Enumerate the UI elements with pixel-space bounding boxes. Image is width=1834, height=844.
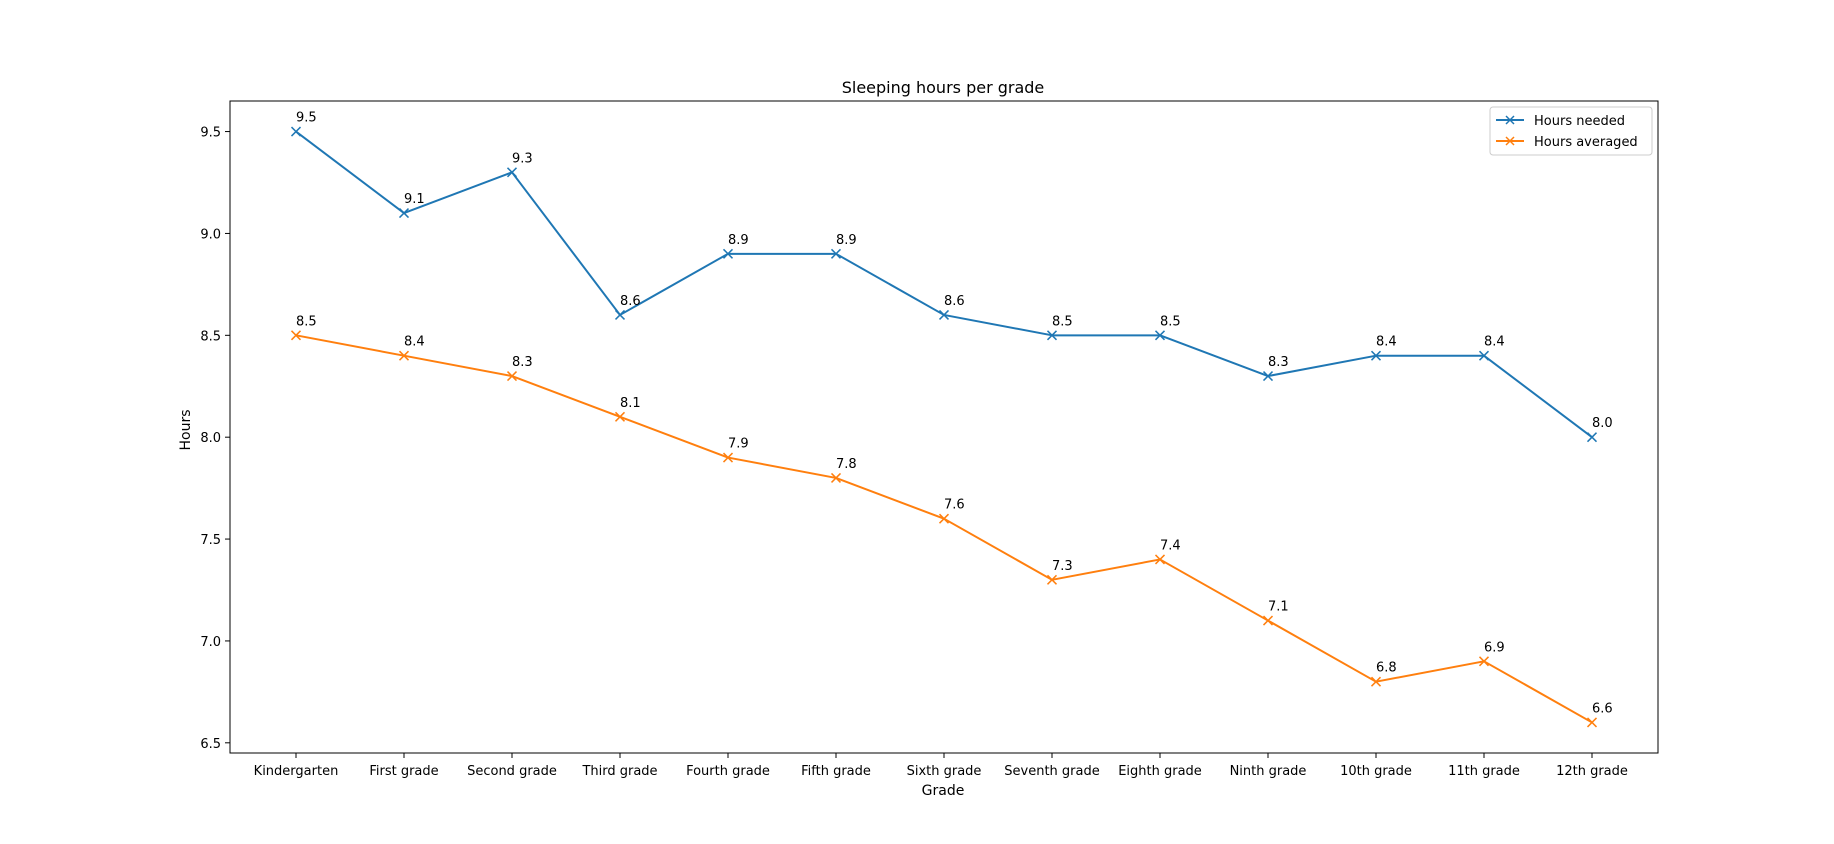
series-line (295, 130, 1593, 438)
data-label: 6.8 (1376, 661, 1397, 676)
y-tick-label: 9.0 (200, 227, 221, 242)
data-point-marker (398, 208, 410, 219)
data-point-marker (1586, 432, 1598, 443)
x-tick-label: Second grade (467, 764, 557, 779)
data-point-marker (614, 309, 626, 320)
data-label: 8.4 (1376, 335, 1397, 350)
data-label: 8.0 (1592, 416, 1613, 431)
data-label: 7.4 (1160, 538, 1181, 553)
series-1: 9.5 9.1 9.3 8.6 8.9 8.9 8.6 8.5 8.5 8.3 8.4 8.4 8.0 (290, 111, 1613, 443)
series-2: 8.5 8.4 8.3 8.1 7.9 7.8 7.6 7.3 7.4 7.1 6.8 6.9 6.6 (290, 314, 1613, 728)
y-axis-label: Hours (178, 409, 194, 450)
x-tick-label: First grade (369, 764, 438, 779)
data-point-marker (1478, 656, 1490, 667)
x-axis: Kindergarten First grade Second grade Third… (254, 753, 1628, 779)
x-tick-label: Ninth grade (1230, 764, 1307, 779)
data-point-marker (938, 513, 950, 524)
y-tick-label: 7.5 (200, 533, 221, 548)
data-point-marker (290, 330, 302, 341)
data-point-marker (506, 167, 518, 178)
legend-label: Hours averaged (1534, 135, 1638, 150)
data-label: 8.6 (944, 294, 965, 309)
legend: Hours needed Hours averaged (1489, 106, 1653, 156)
data-point-marker (1046, 574, 1058, 585)
x-tick-label: Fifth grade (801, 764, 871, 779)
legend-label: Hours needed (1534, 114, 1625, 129)
series-line (295, 334, 1593, 724)
y-tick-label: 6.5 (200, 737, 221, 752)
data-label: 9.5 (296, 111, 317, 126)
data-label: 7.1 (1268, 600, 1289, 615)
data-point-marker (1154, 330, 1166, 341)
y-tick-label: 8.0 (200, 431, 221, 446)
data-label: 8.3 (1268, 355, 1289, 370)
y-tick-label: 7.0 (200, 635, 221, 650)
x-tick-label: Eighth grade (1118, 764, 1202, 779)
data-label: 7.3 (1052, 559, 1073, 574)
x-tick-label: Seventh grade (1004, 764, 1099, 779)
data-point-marker (1154, 554, 1166, 565)
data-label: 8.4 (1484, 335, 1505, 350)
chart-title: Sleeping hours per grade (842, 78, 1045, 97)
data-label: 8.9 (728, 233, 749, 248)
data-label: 7.8 (836, 457, 857, 472)
x-tick-label: Sixth grade (907, 764, 982, 779)
data-point-marker (938, 309, 950, 320)
x-tick-label: Kindergarten (254, 764, 339, 779)
data-label: 7.6 (944, 498, 965, 513)
x-axis-label: Grade (922, 783, 965, 799)
legend-item: Hours averaged (1496, 135, 1638, 150)
data-label: 8.6 (620, 294, 641, 309)
series-layer: 9.59.19.38.68.9 8.98.68.5 8.58.38.4 8.48.08… (290, 111, 1613, 728)
data-label: 9.1 (404, 192, 425, 207)
x-tick-label: 12th grade (1556, 764, 1628, 779)
data-label: 8.4 (404, 335, 425, 350)
x-tick-label: Fourth grade (686, 764, 770, 779)
data-label: 8.5 (296, 314, 317, 329)
data-point-marker (1262, 371, 1274, 382)
x-tick-label: 10th grade (1340, 764, 1412, 779)
data-label: 8.5 (1052, 314, 1073, 329)
legend-box (1489, 106, 1653, 156)
data-point-marker (830, 472, 842, 483)
data-label: 8.3 (512, 355, 533, 370)
data-label: 8.9 (836, 233, 857, 248)
data-label: 8.5 (1160, 314, 1181, 329)
data-point-marker (1262, 615, 1274, 626)
data-point-marker (830, 248, 842, 259)
data-point-marker (614, 411, 626, 422)
y-axis: 6.5 7.0 7.5 8.0 8.5 9.0 9.5 (200, 126, 230, 752)
data-point-marker (506, 371, 518, 382)
y-tick-label: 8.5 (200, 329, 221, 344)
data-label: 6.9 (1484, 640, 1505, 655)
data-point-marker (1370, 676, 1382, 687)
data-point-marker (1046, 330, 1058, 341)
legend-item: Hours needed (1496, 114, 1625, 129)
data-label: 8.1 (620, 396, 641, 411)
data-point-marker (722, 452, 734, 463)
y-tick-label: 9.5 (200, 126, 221, 141)
x-tick-label: Third grade (581, 764, 657, 779)
x-tick-label: 11th grade (1448, 764, 1520, 779)
data-point-marker (1370, 350, 1382, 361)
data-point-marker (722, 248, 734, 259)
data-point-marker (290, 126, 302, 137)
data-point-marker (398, 350, 410, 361)
data-label: 6.6 (1592, 701, 1613, 716)
data-label: 9.3 (512, 151, 533, 166)
data-point-marker (1478, 350, 1490, 361)
data-label: 7.9 (728, 437, 749, 452)
data-point-marker (1586, 717, 1598, 728)
